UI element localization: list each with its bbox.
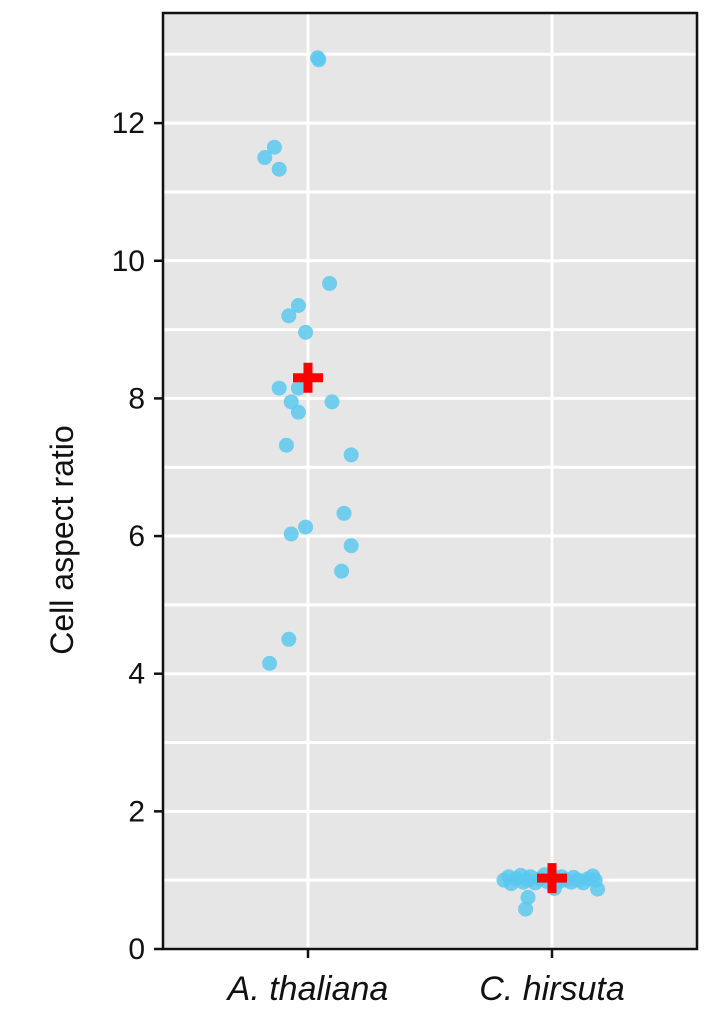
data-point xyxy=(298,519,314,535)
y-tick-label: 6 xyxy=(128,520,145,553)
y-tick-label: 0 xyxy=(128,933,145,966)
x-category-label: C. hirsuta xyxy=(479,970,625,1008)
data-point xyxy=(271,161,287,177)
data-point xyxy=(334,563,350,579)
y-axis: 0 2 4 6 8 10 12 xyxy=(112,107,163,966)
data-point xyxy=(518,901,534,917)
x-axis: A. thaliana C. hirsuta xyxy=(226,949,625,1008)
data-point xyxy=(281,631,297,647)
mean-marker xyxy=(293,362,323,393)
data-point xyxy=(266,139,282,155)
data-point xyxy=(257,150,273,166)
data-point xyxy=(322,275,338,291)
data-point xyxy=(283,526,299,542)
data-point xyxy=(278,437,294,453)
plot-panel xyxy=(163,13,697,949)
data-point xyxy=(324,394,340,410)
data-point xyxy=(343,538,359,554)
mean-marker xyxy=(537,863,567,894)
y-tick-label: 12 xyxy=(112,107,145,140)
y-tick-label: 10 xyxy=(112,245,145,278)
data-point xyxy=(290,298,306,313)
y-tick-label: 2 xyxy=(128,795,145,828)
data-point xyxy=(271,380,287,396)
y-tick-label: 8 xyxy=(128,382,145,415)
data-point xyxy=(336,505,352,521)
data-point xyxy=(590,881,606,897)
x-category-label: A. thaliana xyxy=(226,970,389,1008)
data-point xyxy=(290,380,306,396)
data-point xyxy=(281,308,297,324)
data-point xyxy=(343,447,359,463)
data-point xyxy=(262,655,278,671)
data-point xyxy=(311,52,327,68)
data-point xyxy=(298,324,314,340)
grid-lines xyxy=(163,13,697,951)
data-point xyxy=(520,889,536,905)
mean-markers xyxy=(293,362,567,894)
y-axis-title: Cell aspect ratio xyxy=(44,425,80,654)
data-point xyxy=(290,404,306,420)
y-tick-label: 4 xyxy=(128,658,145,691)
plot-border xyxy=(161,11,699,951)
